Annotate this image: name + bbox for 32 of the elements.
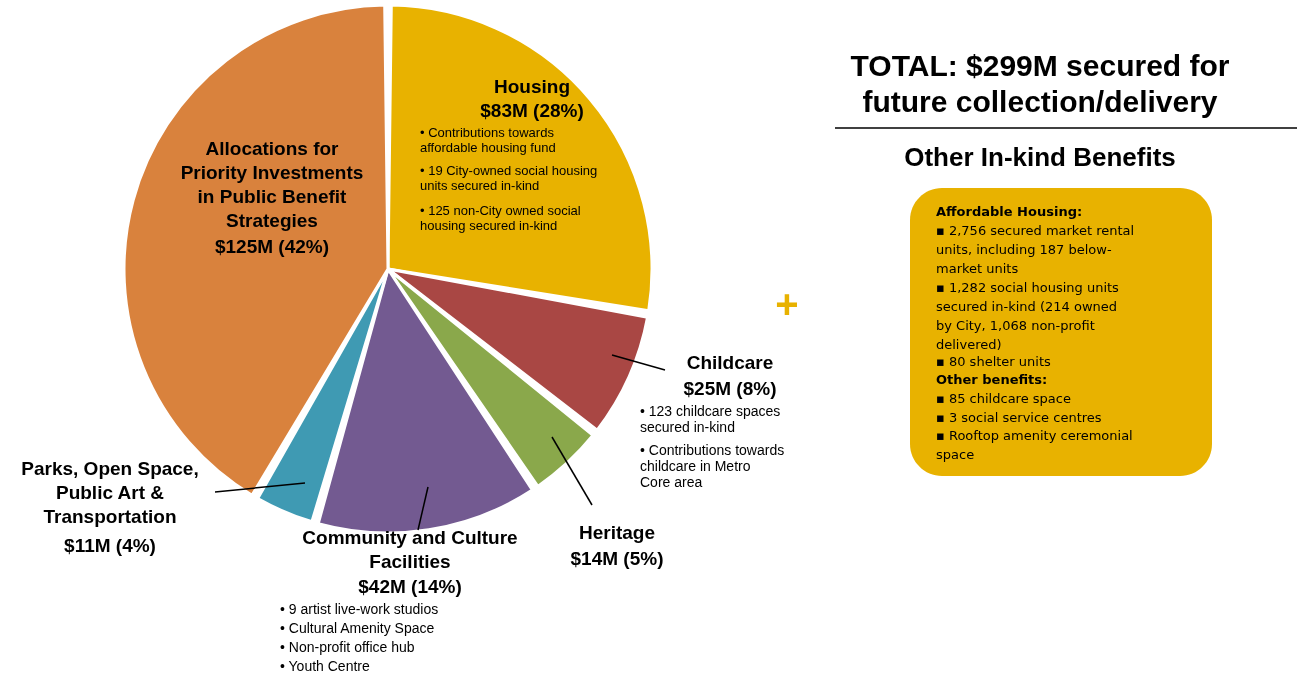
text: Other In-kind Benefits bbox=[904, 142, 1176, 172]
data-label: $11M (4%) bbox=[64, 535, 156, 556]
data-label: $83M (28%) bbox=[480, 100, 584, 121]
text: ▪ 2,756 secured market rental units, including 187 below- market units bbox=[936, 223, 1135, 276]
text: TOTAL: $299M secured for future collection/delivery bbox=[850, 49, 1230, 118]
text: • Contributions towards childcare in Metro Core area bbox=[640, 442, 785, 491]
text: Other benefits: bbox=[936, 372, 1048, 387]
text: ▪ 85 childcare space bbox=[936, 391, 1071, 406]
slice-label: Community and Culture Facilities bbox=[302, 527, 518, 572]
slice-label: Housing bbox=[494, 76, 570, 97]
data-label: $25M (8%) bbox=[683, 378, 777, 399]
data-label: $14M (5%) bbox=[570, 548, 664, 569]
text: Affordable Housing: bbox=[936, 204, 1083, 219]
slice-label: Allocations for Priority Investments in Public Benefit Strategies bbox=[180, 138, 364, 231]
text: ▪ 80 shelter units bbox=[936, 354, 1051, 369]
slice-label: Heritage bbox=[578, 522, 656, 543]
text: • Cultural Amenity Space bbox=[280, 620, 435, 636]
text: • 123 childcare spaces secured in-kind bbox=[640, 403, 781, 436]
text: ▪ Rooftop amenity ceremonial space bbox=[936, 428, 1133, 462]
slice-label: Parks, Open Space, Public Art & Transportation bbox=[21, 458, 199, 527]
text: ▪ 1,282 social housing units secured in-kind (214 owned by City, 1,068 non-profit delivered) bbox=[936, 280, 1120, 352]
text: ▪ 3 social service centres bbox=[936, 410, 1102, 425]
text: • Non-profit office hub bbox=[280, 639, 415, 655]
slice-label: Childcare bbox=[686, 352, 774, 373]
text: + bbox=[775, 282, 799, 326]
text: • 9 artist live-work studios bbox=[280, 601, 439, 617]
text: • 125 non-City owned social housing secured in-kind bbox=[420, 203, 581, 233]
data-label: $125M (42%) bbox=[214, 236, 330, 257]
data-label: $42M (14%) bbox=[358, 576, 462, 597]
text: • Youth Centre bbox=[280, 658, 370, 674]
text: • 19 City-owned social housing units secured in-kind bbox=[420, 163, 598, 193]
text: • Contributions towards affordable housing fund bbox=[420, 125, 556, 155]
